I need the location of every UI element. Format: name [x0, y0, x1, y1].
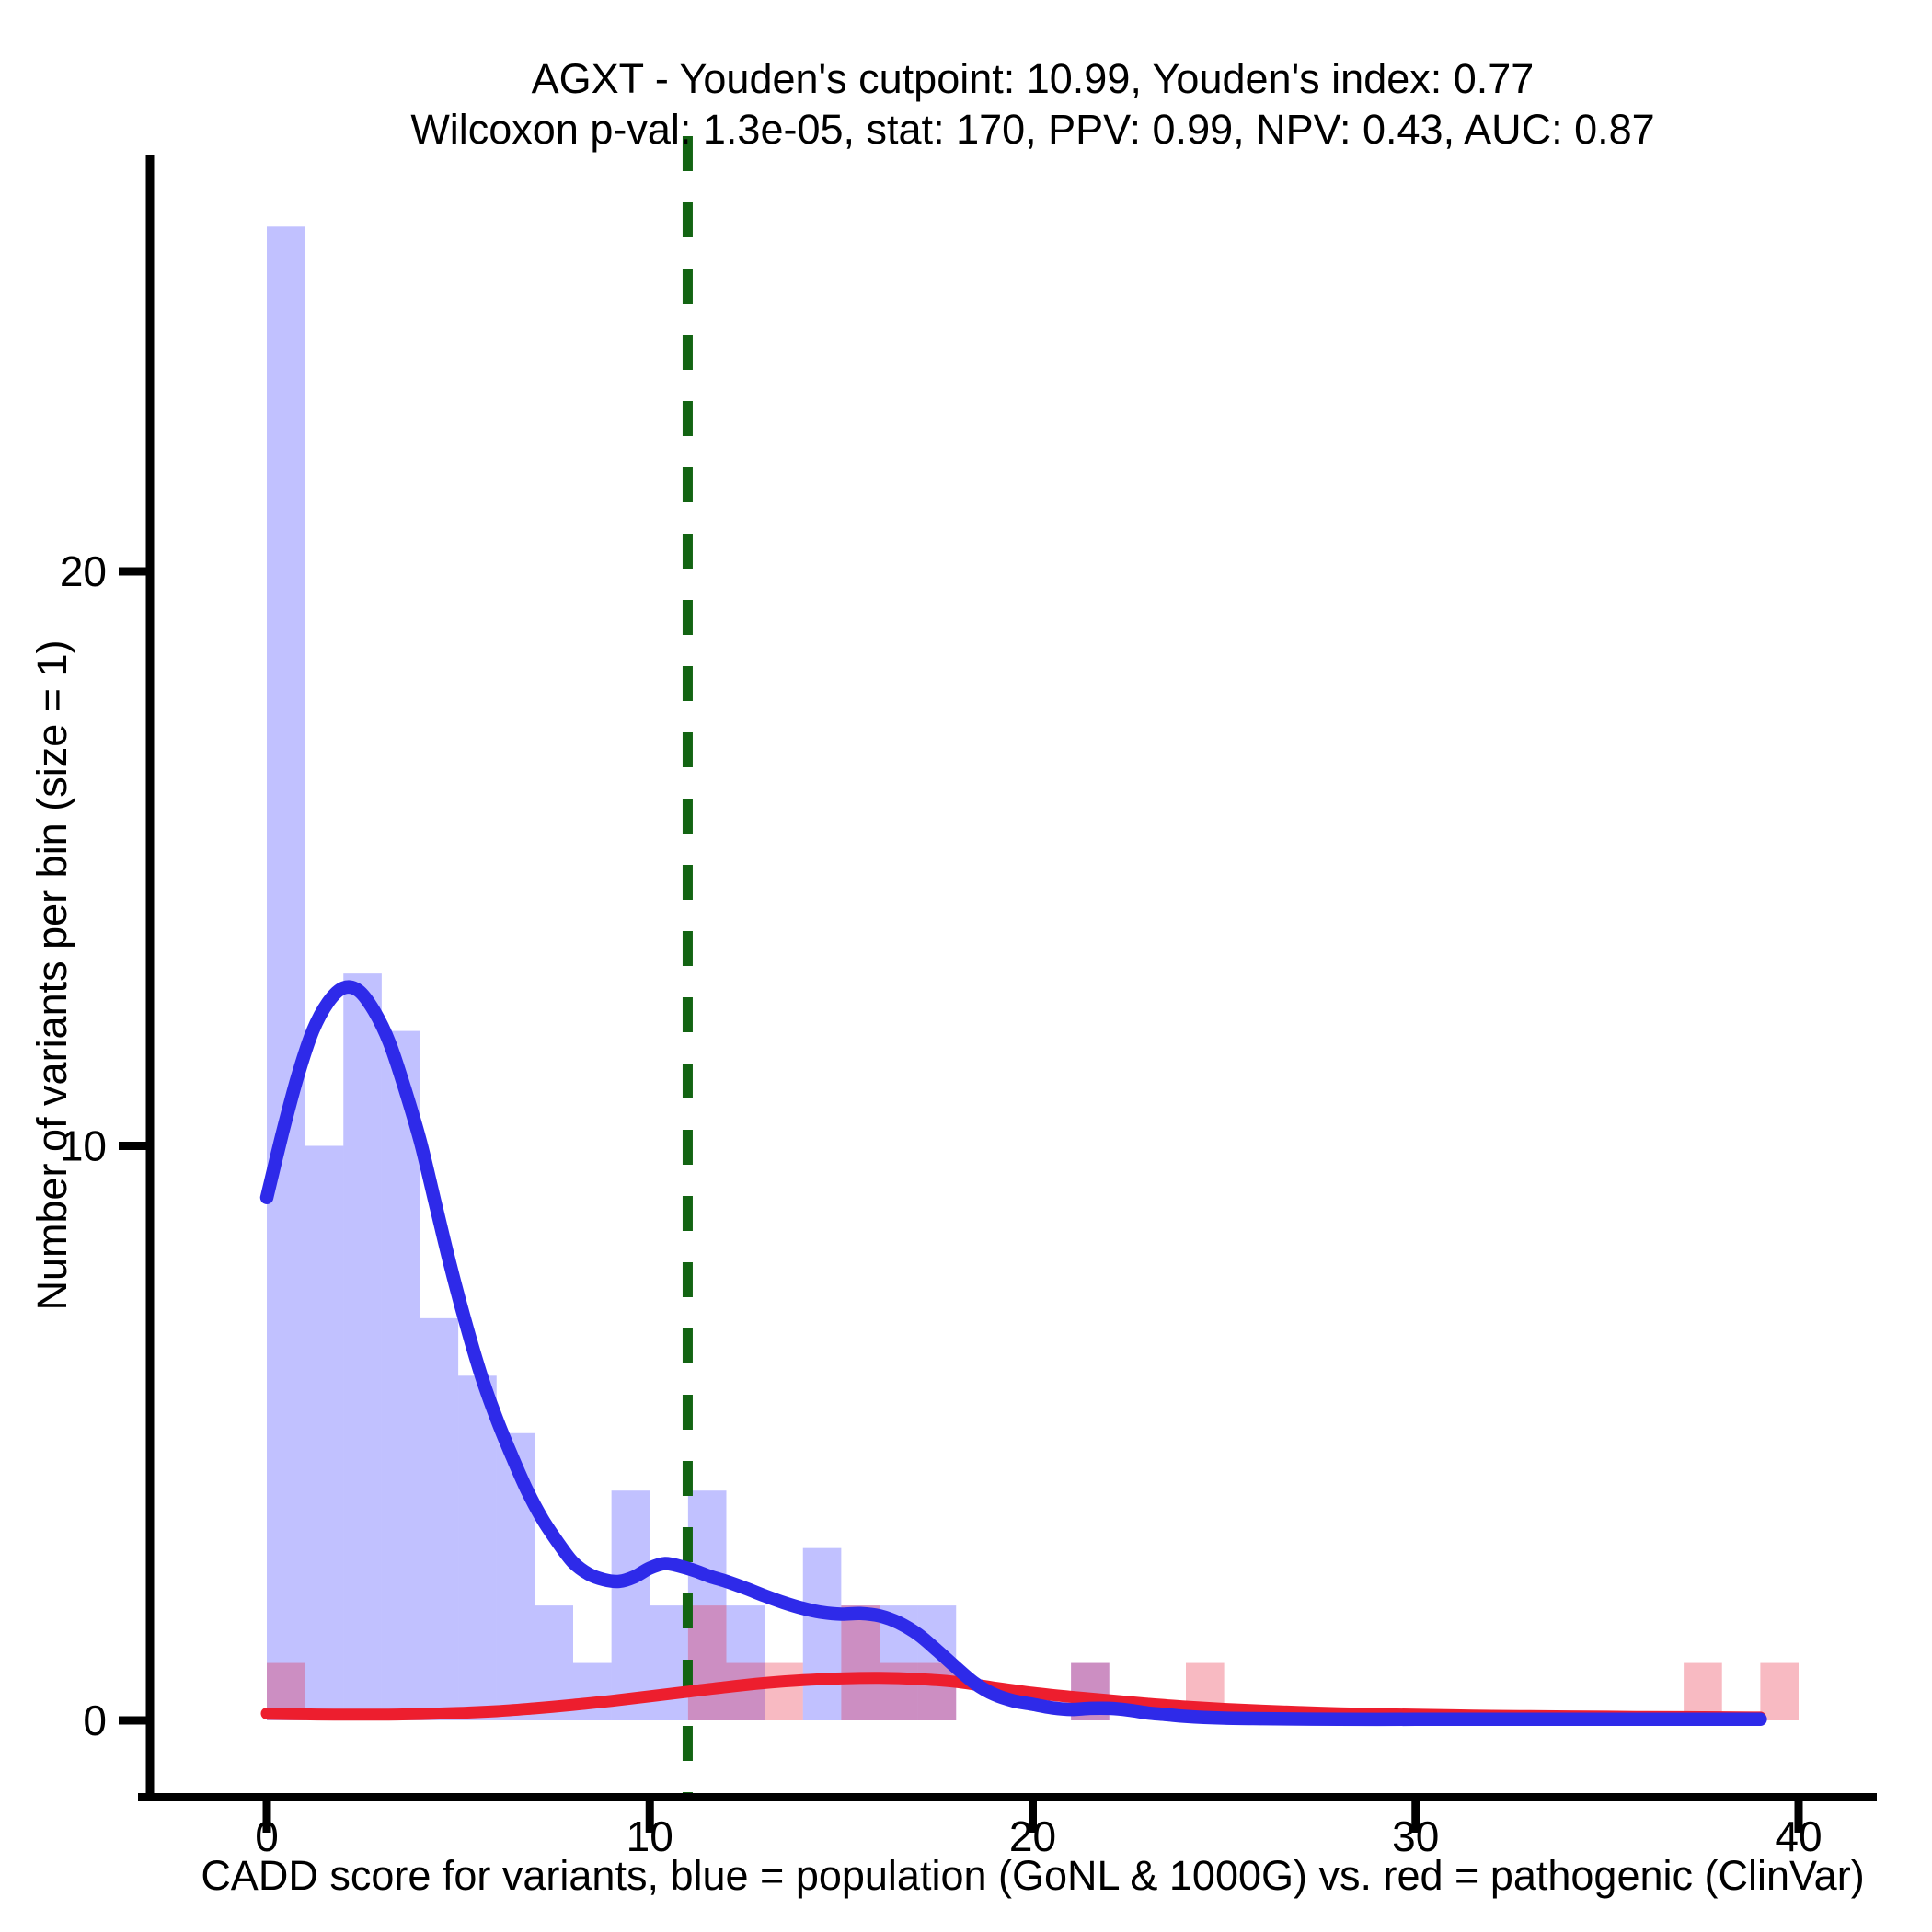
population-bar — [381, 1030, 420, 1720]
y-tick-label: 0 — [83, 1696, 107, 1744]
y-axis-label: Number of variants per bin (size = 1) — [29, 639, 75, 1311]
x-tick-label: 0 — [255, 1812, 279, 1860]
chart-title: AGXT - Youden's cutpoint: 10.99, Youden'… — [531, 55, 1535, 102]
population-bar — [343, 973, 382, 1720]
y-tick-label: 10 — [60, 1122, 107, 1170]
population-bar — [267, 226, 305, 1720]
population-density-curve — [259, 980, 1767, 1727]
pathogenic-bar — [1760, 1662, 1799, 1720]
population-bar — [611, 1490, 650, 1720]
population-bar — [573, 1662, 612, 1720]
x-axis-label: CADD score for variants, blue = populati… — [201, 1852, 1865, 1899]
population-bar — [841, 1605, 880, 1720]
population-bar — [305, 1145, 344, 1720]
pathogenic-bar — [841, 1605, 880, 1720]
y-tick-label: 20 — [60, 547, 107, 595]
pathogenic-bar — [917, 1662, 957, 1720]
chart-subtitle: Wilcoxon p-val: 1.3e-05, stat: 170, PPV:… — [410, 106, 1655, 153]
x-tick-label: 20 — [1009, 1812, 1056, 1860]
population-bar — [650, 1605, 688, 1720]
population-bar — [726, 1605, 765, 1720]
pathogenic-bar — [687, 1605, 727, 1720]
population-bar — [458, 1375, 497, 1720]
x-tick-label: 30 — [1392, 1812, 1439, 1860]
x-tick-label: 40 — [1775, 1812, 1822, 1860]
title-block: AGXT - Youden's cutpoint: 10.99, Youden'… — [133, 53, 1932, 155]
pathogenic-bar — [765, 1662, 803, 1720]
pathogenic-bar — [880, 1662, 918, 1720]
x-tick-label: 10 — [627, 1812, 673, 1860]
population-bar — [802, 1547, 842, 1720]
pathogenic-bar — [1684, 1662, 1722, 1720]
population-bar — [420, 1317, 459, 1720]
